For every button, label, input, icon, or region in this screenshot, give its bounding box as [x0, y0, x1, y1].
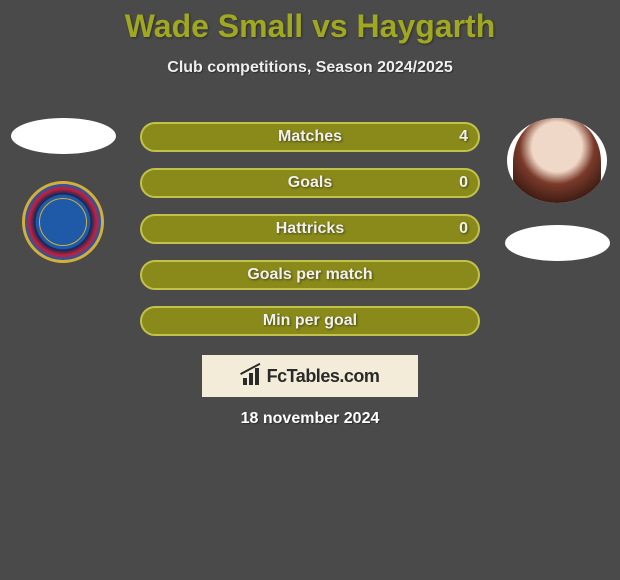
stat-row: Min per goal: [140, 306, 480, 336]
chart-icon: [241, 367, 263, 385]
comparison-card: Wade Small vs Haygarth Club competitions…: [0, 0, 620, 580]
stat-label: Min per goal: [263, 312, 357, 330]
brand-text: FcTables.com: [267, 366, 380, 387]
stat-rows: Matches 4 Goals 0 Hattricks 0 Goals per …: [140, 122, 480, 352]
brand-box[interactable]: FcTables.com: [202, 355, 418, 397]
player-right-club: [505, 225, 610, 261]
stat-right-value: 0: [459, 174, 468, 192]
stat-label: Goals: [288, 174, 332, 192]
stat-row: Goals 0: [140, 168, 480, 198]
stat-label: Matches: [278, 128, 342, 146]
player-left-column: [8, 118, 118, 264]
stat-row: Matches 4: [140, 122, 480, 152]
player-face-icon: [513, 118, 601, 203]
player-right-column: [502, 118, 612, 261]
club-badge-icon: [22, 181, 104, 263]
page-title: Wade Small vs Haygarth: [0, 0, 620, 45]
player-left-club: [13, 179, 113, 264]
player-left-avatar: [11, 118, 116, 154]
stat-right-value: 4: [459, 128, 468, 146]
player-right-avatar: [507, 118, 607, 203]
stat-row: Goals per match: [140, 260, 480, 290]
stat-label: Goals per match: [247, 266, 372, 284]
date-text: 18 november 2024: [0, 410, 620, 428]
stat-right-value: 0: [459, 220, 468, 238]
page-subtitle: Club competitions, Season 2024/2025: [0, 59, 620, 77]
stat-row: Hattricks 0: [140, 214, 480, 244]
stat-label: Hattricks: [276, 220, 344, 238]
